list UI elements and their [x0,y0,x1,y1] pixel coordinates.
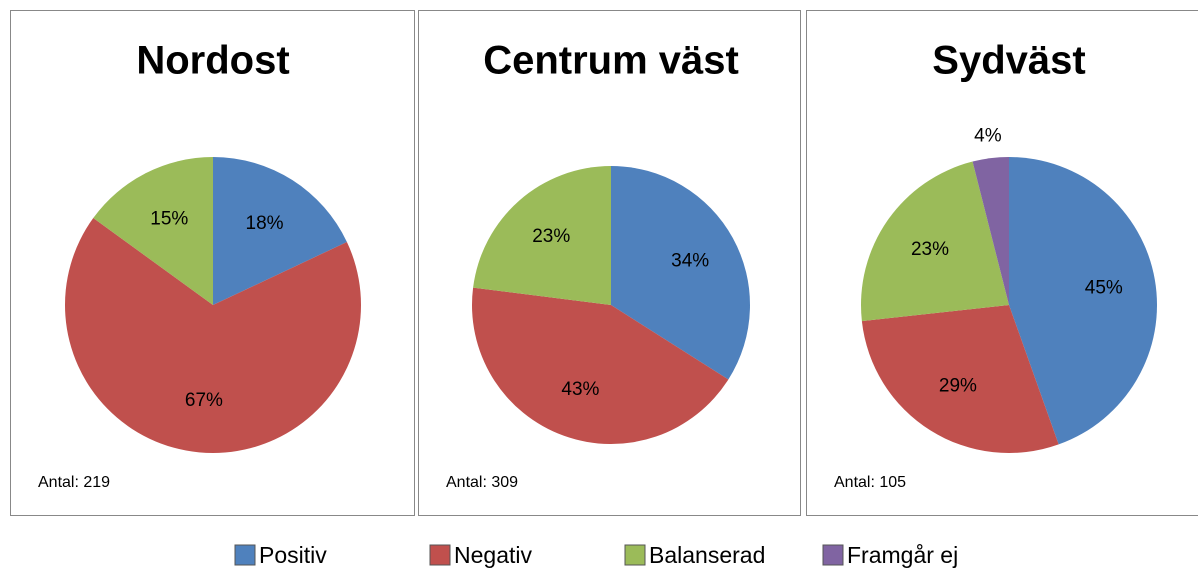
legend-swatch [624,544,646,566]
pie-slice [611,166,750,380]
legend-swatch [429,544,451,566]
data-label: 23% [911,239,949,260]
data-label: 45% [1085,278,1123,299]
chart-title: Centrum väst [483,39,739,83]
data-label: 34% [671,250,709,271]
chart-title: Sydväst [932,39,1085,83]
data-label: 43% [561,379,599,400]
legend-swatch [822,544,844,566]
data-label: 29% [939,376,977,397]
panel-border [806,10,1198,516]
pie-slice [65,218,362,453]
pie-slice [93,157,213,305]
pie-slice [861,305,1059,454]
data-label: 4% [974,125,1002,146]
note: Antal: 105 [834,474,906,491]
pie-slice [213,157,347,305]
legend-label: Framgår ej [847,542,958,568]
pie-slice [473,166,611,305]
panel-border [418,10,801,516]
legend-swatch [234,544,256,566]
pie-slice [972,157,1009,305]
data-label: 23% [532,226,570,247]
data-label: 67% [185,390,223,411]
note: Antal: 309 [446,474,518,491]
note: Antal: 219 [38,474,110,491]
data-label: 18% [246,213,284,234]
chart-title: Nordost [136,39,289,83]
legend-label: Negativ [454,542,532,568]
pie-slice [860,161,1009,322]
panel-border [10,10,415,516]
pie-slice [472,287,729,444]
legend-label: Balanserad [649,542,765,568]
legend-label: Positiv [259,542,327,568]
pie-slice [1009,157,1158,445]
data-label: 15% [150,208,188,229]
